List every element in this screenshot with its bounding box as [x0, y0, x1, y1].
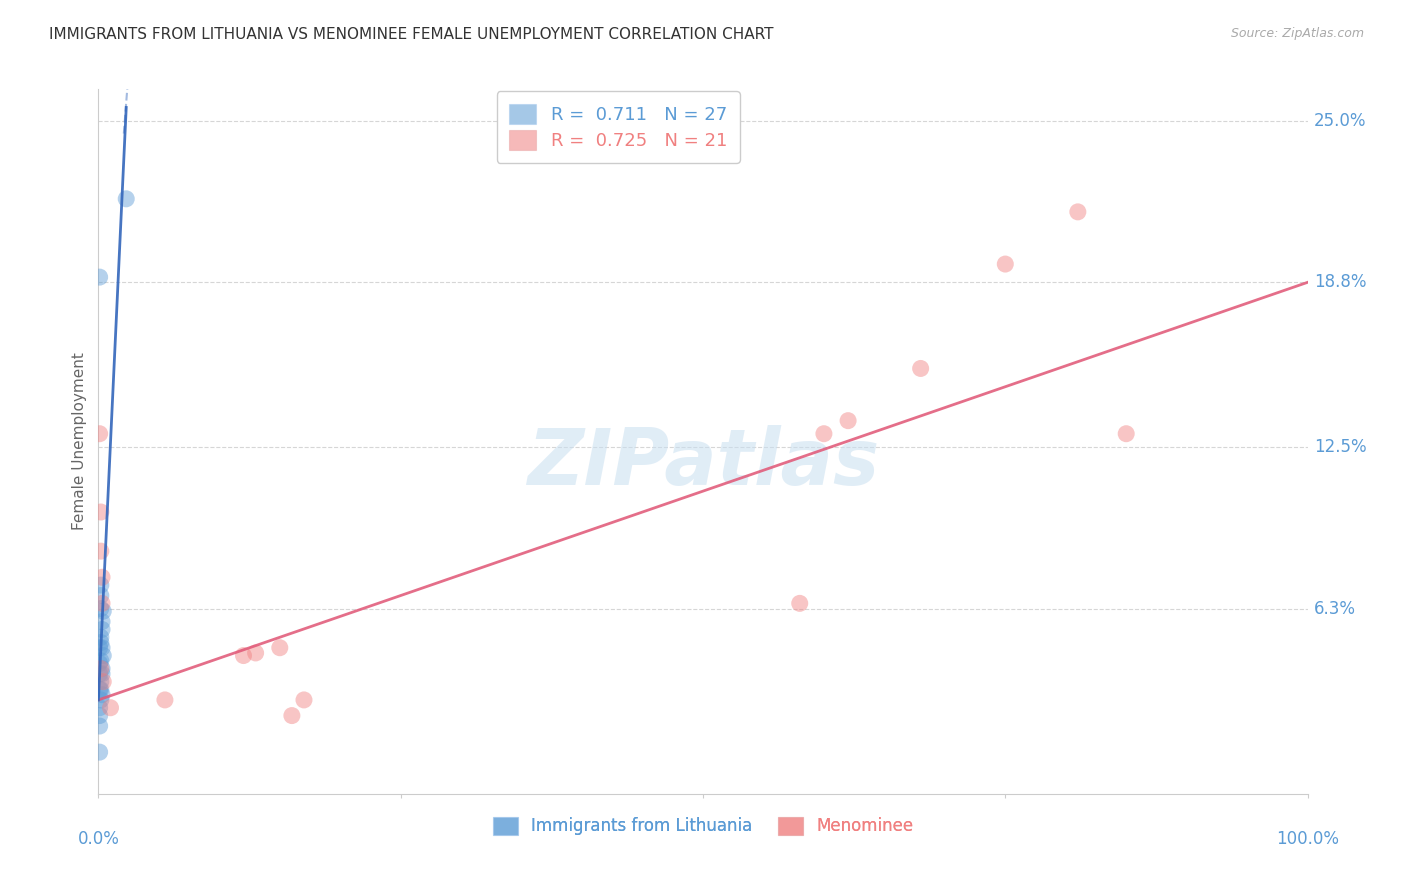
Point — [90, 544, 112, 558]
Point — [91, 640, 114, 655]
Text: 25.0%: 25.0% — [1313, 112, 1367, 129]
Point — [281, 708, 304, 723]
Point — [1115, 426, 1137, 441]
Point — [90, 630, 112, 644]
Point — [90, 578, 112, 592]
Point — [89, 719, 111, 733]
Point — [90, 662, 112, 676]
Point — [89, 426, 111, 441]
Text: ZIPatlas: ZIPatlas — [527, 425, 879, 500]
Point — [100, 700, 122, 714]
Y-axis label: Female Unemployment: Female Unemployment — [72, 352, 87, 531]
Point — [89, 700, 111, 714]
Point — [232, 648, 254, 663]
Point — [89, 270, 111, 285]
Point — [90, 601, 112, 615]
Point — [91, 604, 114, 618]
Point — [89, 657, 111, 671]
Point — [89, 708, 111, 723]
Text: IMMIGRANTS FROM LITHUANIA VS MENOMINEE FEMALE UNEMPLOYMENT CORRELATION CHART: IMMIGRANTS FROM LITHUANIA VS MENOMINEE F… — [49, 27, 773, 42]
Point — [90, 589, 112, 603]
Point — [91, 688, 114, 702]
Point — [91, 570, 114, 584]
Point — [89, 666, 111, 681]
Point — [90, 682, 112, 697]
Point — [89, 745, 111, 759]
Point — [91, 674, 114, 689]
Point — [292, 693, 315, 707]
Point — [1067, 205, 1090, 219]
Point — [89, 640, 111, 655]
Text: 18.8%: 18.8% — [1313, 273, 1367, 292]
Point — [91, 662, 114, 676]
Point — [153, 693, 176, 707]
Point — [245, 646, 267, 660]
Legend: Immigrants from Lithuania, Menominee: Immigrants from Lithuania, Menominee — [484, 806, 922, 846]
Point — [837, 414, 859, 428]
Point — [90, 654, 112, 668]
Point — [910, 361, 932, 376]
Point — [91, 596, 114, 610]
Point — [91, 623, 114, 637]
Point — [89, 682, 111, 697]
Point — [115, 192, 138, 206]
Point — [789, 596, 811, 610]
Point — [90, 505, 112, 519]
Point — [90, 693, 112, 707]
Text: Source: ZipAtlas.com: Source: ZipAtlas.com — [1230, 27, 1364, 40]
Text: 12.5%: 12.5% — [1313, 438, 1367, 456]
Point — [269, 640, 291, 655]
Text: 0.0%: 0.0% — [77, 830, 120, 848]
Text: 100.0%: 100.0% — [1277, 830, 1339, 848]
Point — [91, 648, 114, 663]
Text: 6.3%: 6.3% — [1313, 599, 1355, 617]
Point — [994, 257, 1017, 271]
Point — [91, 666, 114, 681]
Point — [90, 635, 112, 649]
Point — [813, 426, 835, 441]
Point — [90, 674, 112, 689]
Point — [91, 615, 114, 629]
